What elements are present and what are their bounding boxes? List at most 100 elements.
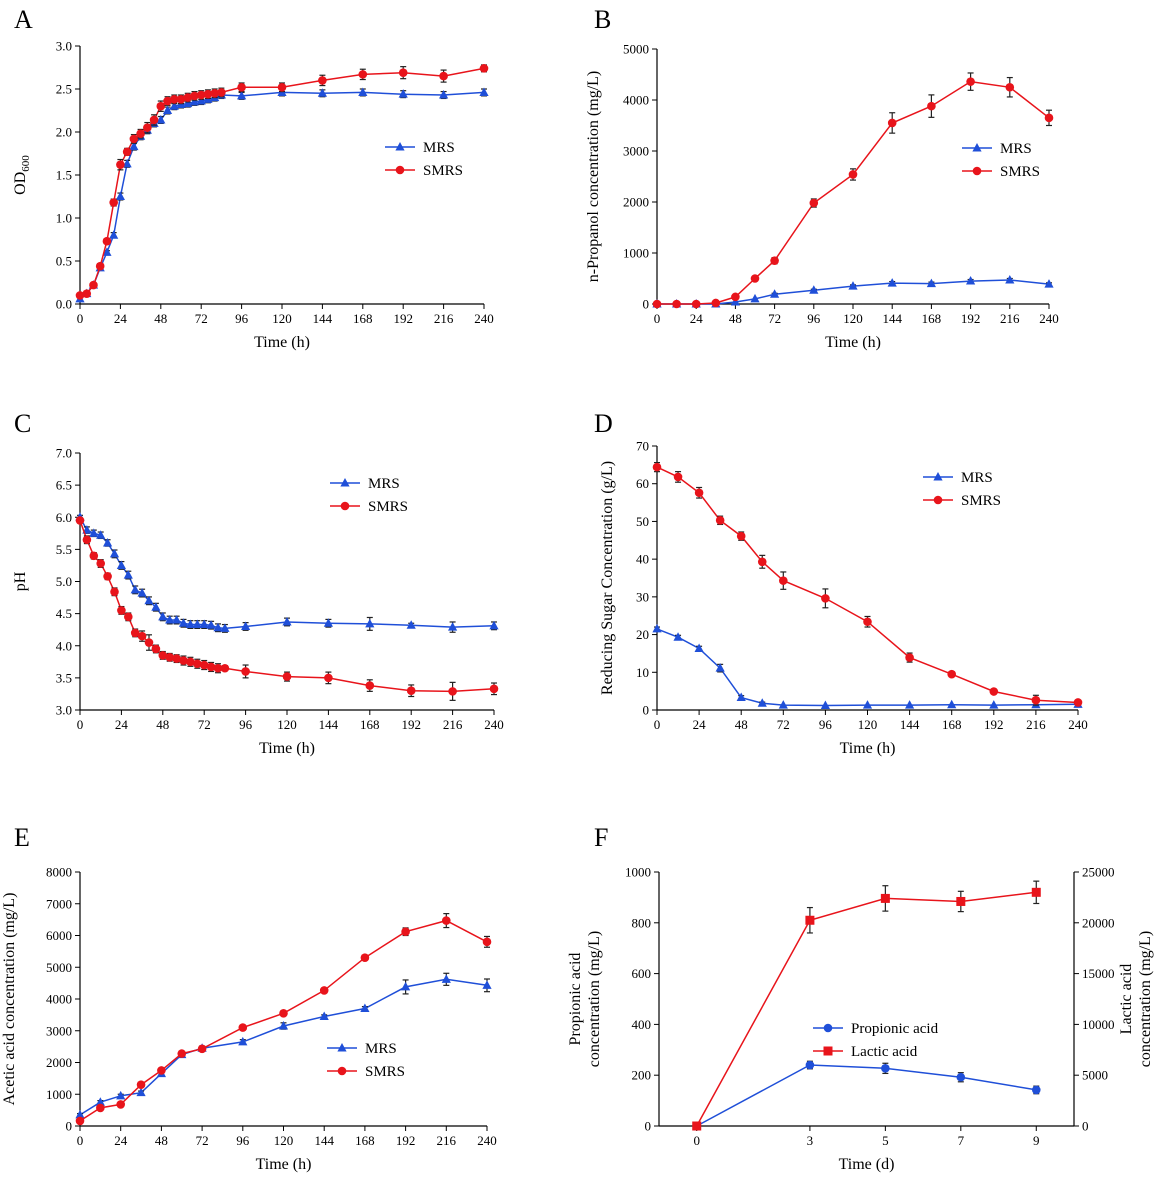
- x-tick-label: 96: [235, 311, 249, 326]
- x-tick-label: 216: [1000, 311, 1020, 326]
- x-tick-label: 216: [434, 311, 454, 326]
- data-point: [358, 70, 368, 79]
- data-point: [672, 299, 681, 309]
- x-tick-label: 0: [654, 717, 661, 732]
- y2-tick-label: 0: [1082, 1119, 1089, 1134]
- panel-a: A 0 24 48 72 96 120 144 168 192 216 240 0.0 0.5 1.0 1.5…: [12, 5, 494, 351]
- data-point: [183, 93, 193, 102]
- x-tick-label: 48: [735, 717, 748, 732]
- x-tick-label: 24: [693, 717, 707, 732]
- data-point: [439, 71, 448, 81]
- data-point: [210, 89, 219, 98]
- data-point: [673, 632, 683, 641]
- data-point: [130, 628, 140, 638]
- y-tick-label: 0.5: [56, 254, 72, 269]
- panel-label-e: E: [14, 823, 30, 852]
- y-axis-label-sub: 600: [20, 155, 32, 172]
- x-tick-label: 144: [314, 1133, 334, 1148]
- data-point: [809, 198, 819, 208]
- y-tick-label: 4000: [623, 93, 649, 108]
- y-tick-label: 0.0: [56, 297, 72, 312]
- y-tick-label: 3000: [623, 144, 649, 159]
- data-point: [103, 572, 112, 581]
- data-point: [406, 620, 416, 629]
- series-mrs: [75, 512, 499, 633]
- x-tick-label: 0: [77, 717, 84, 732]
- x-tick-label: 216: [437, 1133, 457, 1148]
- data-point: [123, 570, 133, 579]
- data-point: [151, 602, 161, 611]
- series-mrs-line: [79, 91, 485, 300]
- series-propionic-acid-line: [696, 1064, 1037, 1127]
- legend: MRS SMRS: [385, 140, 463, 179]
- series-smrs-line: [79, 67, 485, 297]
- data-point: [196, 96, 206, 105]
- x-tick-label: 240: [474, 311, 494, 326]
- data-point: [652, 462, 662, 472]
- panel-label-c: C: [14, 409, 31, 438]
- data-point: [489, 684, 499, 694]
- x-tick-label: 96: [239, 717, 253, 732]
- data-point: [177, 1049, 187, 1058]
- data-point: [323, 618, 333, 627]
- legend-label: SMRS: [423, 163, 463, 179]
- data-point: [848, 170, 858, 179]
- legend-marker: [337, 1066, 347, 1076]
- x-tick-label: 0: [77, 311, 84, 326]
- x-tick-label: 0: [77, 1133, 84, 1148]
- x-tick-label: 72: [196, 1133, 209, 1148]
- data-point: [809, 285, 819, 294]
- data-point: [238, 1036, 248, 1046]
- y-tick-label: 0: [643, 703, 650, 718]
- x-tick-label: 48: [154, 311, 167, 326]
- data-point: [144, 638, 154, 647]
- data-point: [956, 1072, 966, 1082]
- x-tick-label: 0: [654, 311, 661, 326]
- legend-label: MRS: [423, 140, 455, 156]
- data-point: [149, 115, 159, 125]
- data-point: [862, 700, 873, 709]
- data-point: [694, 488, 704, 498]
- x-tick-label: 120: [277, 717, 297, 732]
- legend-marker: [972, 143, 982, 152]
- y-axis-label: pH: [12, 571, 29, 591]
- data-point: [179, 656, 188, 665]
- x-tick-label: 192: [961, 311, 981, 326]
- x-tick-label: 48: [156, 717, 169, 732]
- data-point: [129, 141, 139, 151]
- y-tick-label: 10: [636, 665, 649, 680]
- y-axis-label: OD600: [12, 155, 32, 195]
- data-point: [926, 278, 936, 288]
- data-point: [319, 986, 329, 995]
- data-point: [1031, 695, 1041, 705]
- y-axis-label-main: OD: [12, 172, 29, 195]
- x-axis-label: Time (h): [256, 1156, 312, 1173]
- y-tick-label: 30: [636, 589, 649, 604]
- series-lactic-acid: [692, 880, 1041, 1131]
- y-tick-label: 1000: [625, 865, 651, 880]
- y-tick-label: 1000: [46, 1087, 72, 1102]
- data-point: [317, 88, 327, 97]
- y-tick-label: 4.0: [56, 638, 72, 653]
- series-smrs-line: [79, 520, 495, 693]
- x-tick-label: 24: [114, 1133, 128, 1148]
- data-point: [731, 292, 740, 302]
- data-point: [117, 606, 126, 615]
- x-tick-label: 192: [401, 717, 421, 732]
- data-point: [691, 299, 701, 309]
- y-tick-label: 4000: [46, 992, 72, 1007]
- data-point: [157, 1066, 166, 1075]
- data-point: [880, 893, 890, 903]
- y-tick-label: 3.0: [56, 39, 72, 54]
- data-point: [319, 1011, 329, 1020]
- y2-axis-label-line: concentration (mg/L): [1137, 931, 1154, 1067]
- y-tick-label: 6.5: [56, 478, 72, 493]
- data-point: [282, 672, 292, 681]
- data-point: [237, 90, 247, 100]
- data-point: [122, 158, 132, 168]
- data-point: [750, 274, 760, 283]
- y-tick-label: 200: [632, 1068, 652, 1083]
- data-point: [199, 619, 209, 629]
- data-point: [237, 82, 246, 92]
